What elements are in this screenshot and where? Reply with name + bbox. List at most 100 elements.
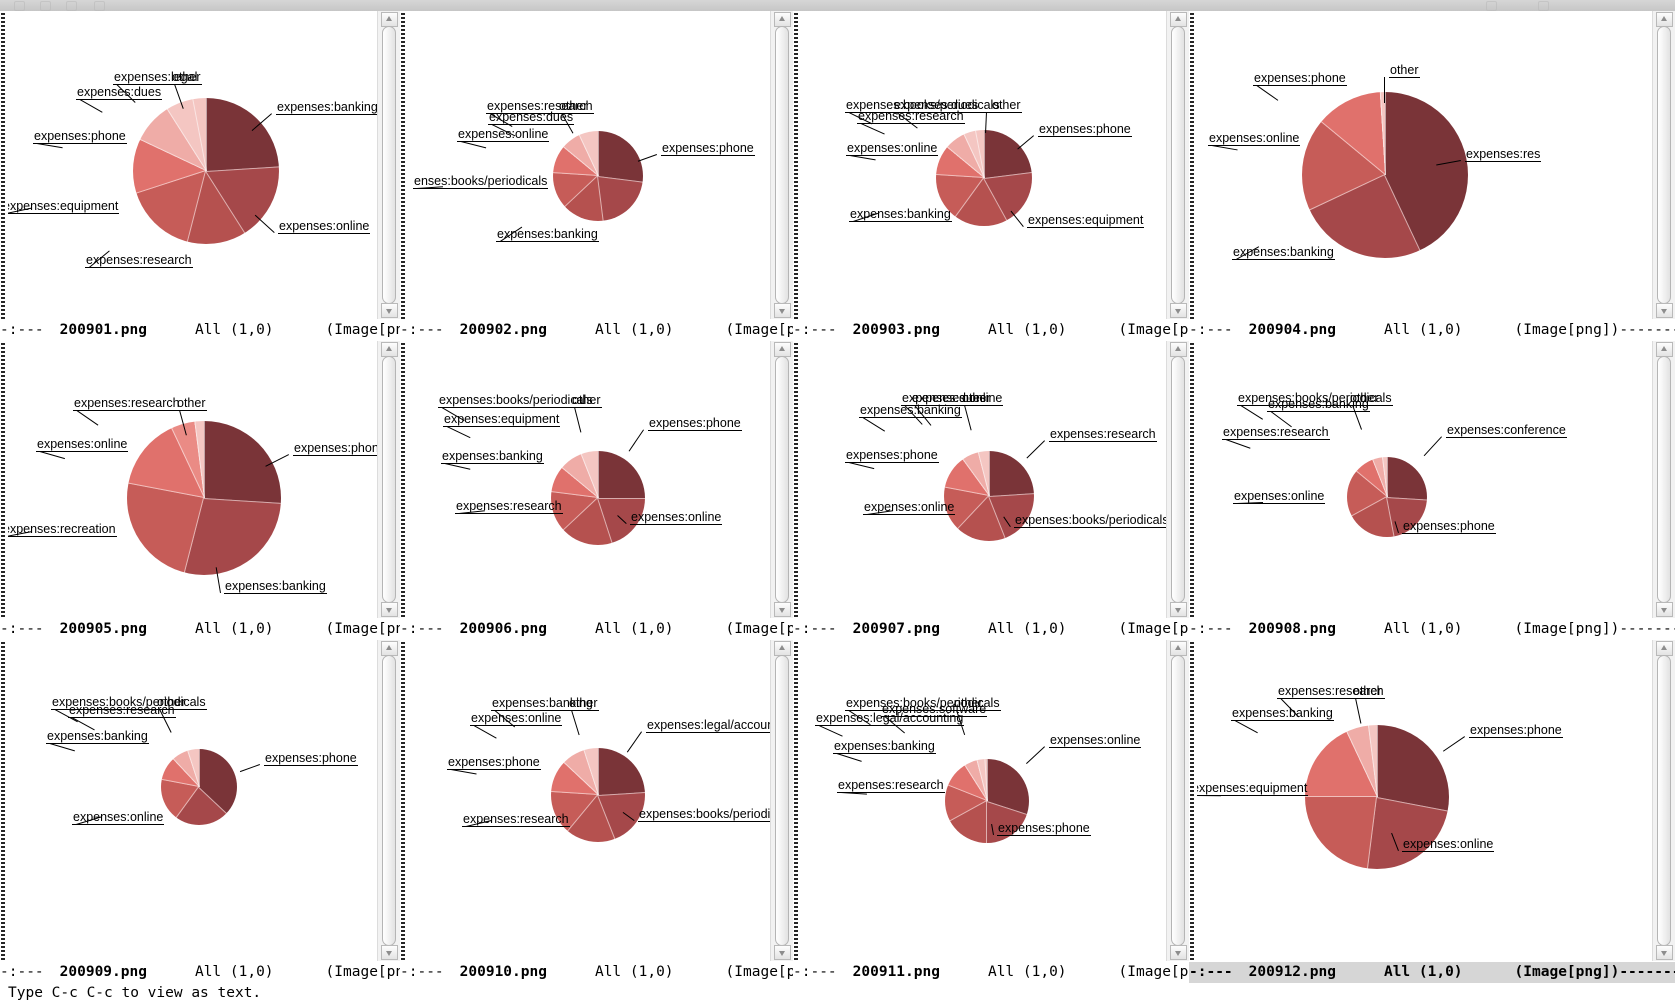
modeline-filename: 200910.png [459,964,547,980]
scrollbar-thumb[interactable] [1171,655,1185,946]
modeline-prefix: -:--- [793,322,837,338]
scroll-up-arrow-icon[interactable] [1656,342,1673,357]
emacs-window-200908[interactable]: expenses:books/periodicals other expenses:… [1189,341,1675,640]
vertical-scrollbar[interactable] [377,341,400,618]
scrollbar-thumb[interactable] [382,655,396,946]
scrollbar-thumb[interactable] [1171,26,1185,304]
vertical-scrollbar[interactable] [770,341,793,618]
emacs-window-200904[interactable]: other expenses:phone expenses:online expens… [1189,11,1675,341]
scroll-down-arrow-icon[interactable] [774,945,791,960]
scroll-up-arrow-icon[interactable] [774,12,791,27]
emacs-window-200901[interactable]: expenses:legal other expenses:dues expenses… [0,11,400,341]
modeline-position: All (1,0) [194,964,274,980]
modeline-filename: 200909.png [59,964,147,980]
scroll-up-arrow-icon[interactable] [774,342,791,357]
scrollbar-thumb[interactable] [1171,356,1185,603]
scroll-down-arrow-icon[interactable] [381,303,398,318]
scroll-up-arrow-icon[interactable] [1656,641,1673,656]
close-icon[interactable] [1538,1,1549,11]
scroll-up-arrow-icon[interactable] [381,342,398,357]
pie-label: expenses:books/periodicals [1014,513,1167,528]
emacs-window-200911[interactable]: expenses:books/periodicals expenses:softw… [793,640,1189,983]
vertical-scrollbar[interactable] [1166,11,1189,319]
scroll-down-arrow-icon[interactable] [774,303,791,318]
modeline-prefix: -:--- [400,964,444,980]
vertical-scrollbar[interactable] [377,11,400,319]
scrollbar-thumb[interactable] [382,356,396,603]
print-icon[interactable] [94,1,105,11]
save-icon[interactable] [40,1,51,11]
vertical-scrollbar[interactable] [1652,640,1675,961]
pie-label: expenses:legal/accounting [815,711,965,726]
pie-label: expenses:online [278,219,371,234]
pie-label: expenses:software [881,702,988,717]
emacs-window-200905[interactable]: expenses:research other expenses:online exp… [0,341,400,640]
scroll-up-arrow-icon[interactable] [1656,12,1673,27]
scroll-up-arrow-icon[interactable] [1170,641,1187,656]
modeline-200912[interactable]: -:--- 200912.png All (1,0) (Image[png])----… [1189,962,1675,983]
help-icon[interactable] [1486,1,1497,11]
undo-icon[interactable] [66,1,77,11]
pie-label: expenses:banking [1232,245,1335,260]
scrollbar-thumb[interactable] [775,655,789,946]
scroll-down-arrow-icon[interactable] [1170,303,1187,318]
emacs-window-200906[interactable]: expenses:books/periodicals other expenses:… [400,341,793,640]
label-leader-line [1025,746,1045,765]
scroll-up-arrow-icon[interactable] [381,12,398,27]
label-leader-line [637,154,657,162]
scroll-down-arrow-icon[interactable] [1656,602,1673,617]
vertical-scrollbar[interactable] [1652,11,1675,319]
scroll-up-arrow-icon[interactable] [381,641,398,656]
scroll-up-arrow-icon[interactable] [1170,12,1187,27]
scrollbar-thumb[interactable] [775,26,789,304]
window-fringe [0,640,8,961]
pie-chart: expenses:books/periodicals other expenses:… [1197,341,1653,618]
scroll-down-arrow-icon[interactable] [1170,945,1187,960]
image-buffer-canvas: expenses:legal other expenses:dues expenses… [8,11,378,319]
vertical-scrollbar[interactable] [770,640,793,961]
scrollbar-thumb[interactable] [382,26,396,304]
scroll-down-arrow-icon[interactable] [381,602,398,617]
emacs-window-200902[interactable]: expenses:research other expenses:dues expen… [400,11,793,341]
emacs-window-200912[interactable]: expenses:research other expenses:banking ex… [1189,640,1675,983]
scrollbar-thumb[interactable] [1657,26,1671,304]
emacs-window-200909[interactable]: expenses:books/periodicals other expenses:… [0,640,400,983]
modeline-200908[interactable]: -:--- 200908.png All (1,0) (Image[png])----… [1189,619,1675,640]
pie-label: expenses:research [486,99,594,114]
emacs-window-200910[interactable]: expenses:banking other expenses:online expe… [400,640,793,983]
scrollbar-thumb[interactable] [1657,655,1671,946]
window-fringe [0,341,8,618]
vertical-scrollbar[interactable] [770,11,793,319]
vertical-scrollbar[interactable] [1166,640,1189,961]
emacs-window-200903[interactable]: expenses:books/periodicals expenses:dues o… [793,11,1189,341]
scroll-up-arrow-icon[interactable] [774,641,791,656]
modeline-position: All (1,0) [594,621,674,637]
vertical-scrollbar[interactable] [1652,341,1675,618]
scroll-down-arrow-icon[interactable] [774,602,791,617]
vertical-scrollbar[interactable] [377,640,400,961]
scrollbar-thumb[interactable] [775,356,789,603]
scroll-down-arrow-icon[interactable] [1656,303,1673,318]
scrollbar-thumb[interactable] [1657,356,1671,603]
vertical-scrollbar[interactable] [1166,341,1189,618]
modeline-200904[interactable]: -:--- 200904.png All (1,0) (Image[png])----… [1189,320,1675,341]
emacs-window-200907[interactable]: expenses:dues expenses:online other expense… [793,341,1189,640]
slice-separator [598,451,599,498]
scroll-down-arrow-icon[interactable] [1170,602,1187,617]
slice-separator [598,131,599,176]
pie-chart: other expenses:phone expenses:online expens… [1197,11,1653,319]
scroll-down-arrow-icon[interactable] [1656,945,1673,960]
pie-label: expenses:phone [648,416,742,431]
scroll-up-arrow-icon[interactable] [1170,342,1187,357]
scroll-down-arrow-icon[interactable] [381,945,398,960]
open-file-icon[interactable] [14,1,25,11]
